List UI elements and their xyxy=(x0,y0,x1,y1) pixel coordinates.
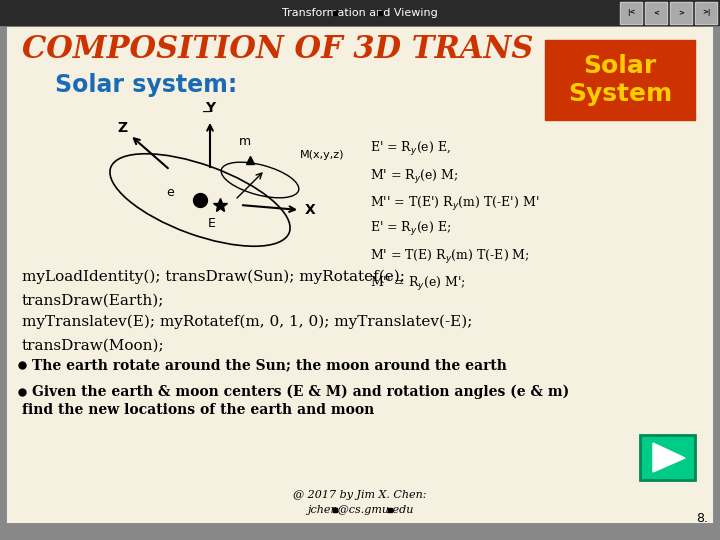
Text: Solar
System: Solar System xyxy=(568,54,672,106)
Text: >: > xyxy=(678,10,684,16)
Bar xyxy=(696,3,716,23)
FancyBboxPatch shape xyxy=(545,40,695,120)
Text: 8.: 8. xyxy=(696,511,708,524)
Bar xyxy=(670,2,692,24)
Text: The earth rotate around the Sun; the moon around the earth: The earth rotate around the Sun; the moo… xyxy=(32,358,507,372)
Text: myTranslatev(E); myRotatef(m, 0, 1, 0); myTranslatev(-E);
transDraw(Moon);: myTranslatev(E); myRotatef(m, 0, 1, 0); … xyxy=(22,315,472,352)
Text: |<: |< xyxy=(627,10,635,17)
Text: e: e xyxy=(166,186,174,199)
Text: myLoadIdentity(); transDraw(Sun); myRotatef(e);
transDraw(Earth);: myLoadIdentity(); transDraw(Sun); myRota… xyxy=(22,270,405,307)
Bar xyxy=(620,2,642,24)
Bar xyxy=(0,0,720,25)
Text: Given the earth & moon centers (E & M) and rotation angles (e & m): Given the earth & moon centers (E & M) a… xyxy=(32,385,570,399)
Text: Solar system:: Solar system: xyxy=(55,73,238,97)
Text: <: < xyxy=(653,10,659,16)
Text: COMPOSITION OF 3D TRANS: COMPOSITION OF 3D TRANS xyxy=(22,35,534,65)
Text: jchen@cs.gmu.edu: jchen@cs.gmu.edu xyxy=(307,505,413,515)
FancyBboxPatch shape xyxy=(640,435,695,480)
Bar xyxy=(695,2,717,24)
Text: @ 2017 by Jim X. Chen:: @ 2017 by Jim X. Chen: xyxy=(293,490,427,500)
Text: >|: >| xyxy=(702,10,710,17)
Text: E' = R$_y$(e) E;
M' = T(E) R$_y$(m) T(-E) M;
M'' = R$_y$(e) M';: E' = R$_y$(e) E; M' = T(E) R$_y$(m) T(-E… xyxy=(370,220,530,293)
Text: Y: Y xyxy=(205,101,215,115)
Text: E: E xyxy=(208,217,216,230)
Text: Z: Z xyxy=(117,121,127,135)
Bar xyxy=(645,2,667,24)
Text: M(x,y,z): M(x,y,z) xyxy=(300,150,344,160)
Bar xyxy=(621,3,641,23)
Polygon shape xyxy=(653,443,685,472)
Text: find the new locations of the earth and moon: find the new locations of the earth and … xyxy=(22,403,374,417)
Text: Transformation and Viewing: Transformation and Viewing xyxy=(282,8,438,18)
Text: m: m xyxy=(239,135,251,148)
Bar xyxy=(646,3,666,23)
Bar xyxy=(671,3,691,23)
Text: E' = R$_y$(e) E,
M' = R$_y$(e) M;
M'' = T(E') R$_y$(m) T(-E') M': E' = R$_y$(e) E, M' = R$_y$(e) M; M'' = … xyxy=(370,140,539,213)
Text: X: X xyxy=(305,203,316,217)
